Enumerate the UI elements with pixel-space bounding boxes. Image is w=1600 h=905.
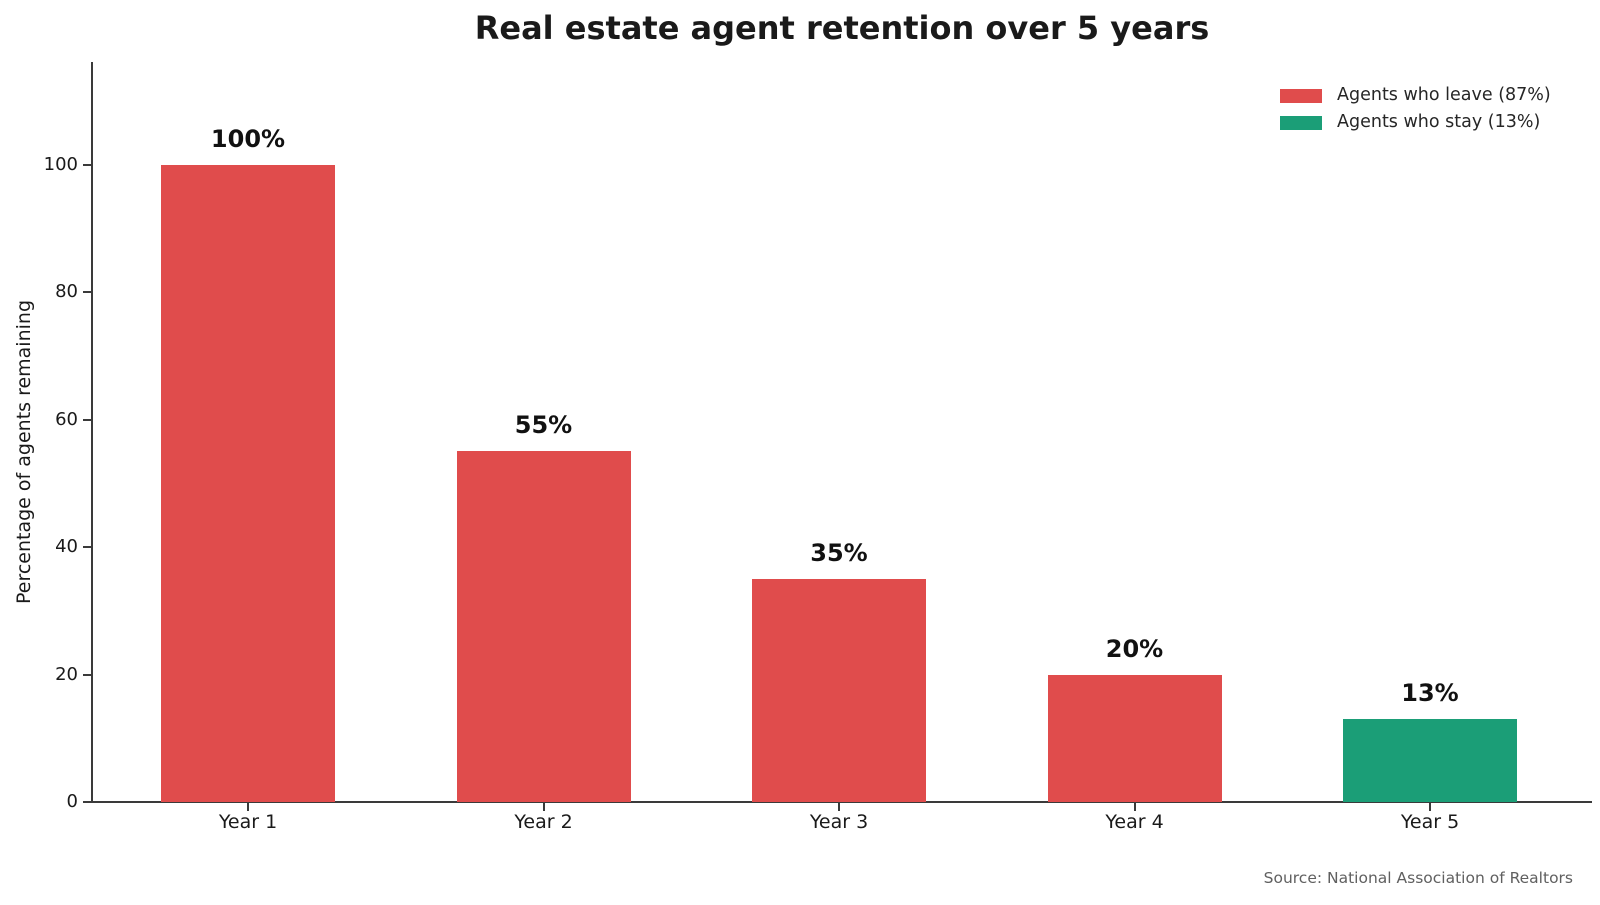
x-tick-mark <box>247 803 249 811</box>
x-tick-label: Year 4 <box>1105 811 1164 833</box>
bar-year-2 <box>456 451 631 802</box>
legend: Agents who leave (87%) Agents who stay (1… <box>1280 82 1551 136</box>
legend-label: Agents who stay (13%) <box>1337 112 1541 132</box>
y-tick-mark <box>83 673 91 676</box>
x-tick-label: Year 3 <box>809 811 869 833</box>
y-tick-label: 20 <box>55 663 78 685</box>
bar-year-1 <box>161 164 335 802</box>
legend-swatch-icon <box>1280 115 1322 130</box>
bar-value-label: 35% <box>810 538 868 567</box>
bar-value-label: 100% <box>210 124 286 153</box>
bar-year-4 <box>1047 674 1222 802</box>
x-axis-spine <box>91 801 1592 803</box>
y-tick-mark <box>83 801 91 803</box>
y-tick-label: 0 <box>66 791 78 812</box>
x-tick-mark <box>1429 803 1431 811</box>
x-tick-label: Year 2 <box>514 811 573 833</box>
source-note: Source: National Association of Realtors <box>1263 869 1573 887</box>
x-tick-mark <box>1133 803 1136 811</box>
legend-row: Agents who stay (13%) <box>1280 109 1551 136</box>
bar-value-label: 13% <box>1401 679 1459 708</box>
bar-value-label: 20% <box>1105 634 1164 663</box>
legend-row: Agents who leave (87%) <box>1280 82 1551 109</box>
y-tick-mark <box>83 163 91 166</box>
bar-year-3 <box>752 578 926 802</box>
legend-label: Agents who leave (87%) <box>1337 85 1551 105</box>
chart-title: Real estate agent retention over 5 years <box>474 9 1210 47</box>
y-tick-mark <box>83 546 91 548</box>
x-tick-label: Year 5 <box>1400 811 1460 833</box>
y-tick-label: 60 <box>55 408 78 430</box>
x-tick-mark <box>838 803 840 811</box>
y-tick-mark <box>83 291 91 293</box>
y-tick-label: 40 <box>55 536 78 557</box>
x-tick-mark <box>542 803 545 811</box>
y-tick-label: 80 <box>55 281 78 302</box>
x-tick-label: Year 1 <box>218 811 278 833</box>
y-axis-title: Percentage of agents remaining <box>13 299 35 605</box>
bar-value-label: 55% <box>514 411 573 440</box>
y-tick-label: 100 <box>43 153 78 175</box>
bar-year-5 <box>1343 719 1517 802</box>
y-tick-mark <box>83 418 91 421</box>
y-axis-spine <box>91 62 93 803</box>
legend-swatch-icon <box>1280 88 1322 103</box>
